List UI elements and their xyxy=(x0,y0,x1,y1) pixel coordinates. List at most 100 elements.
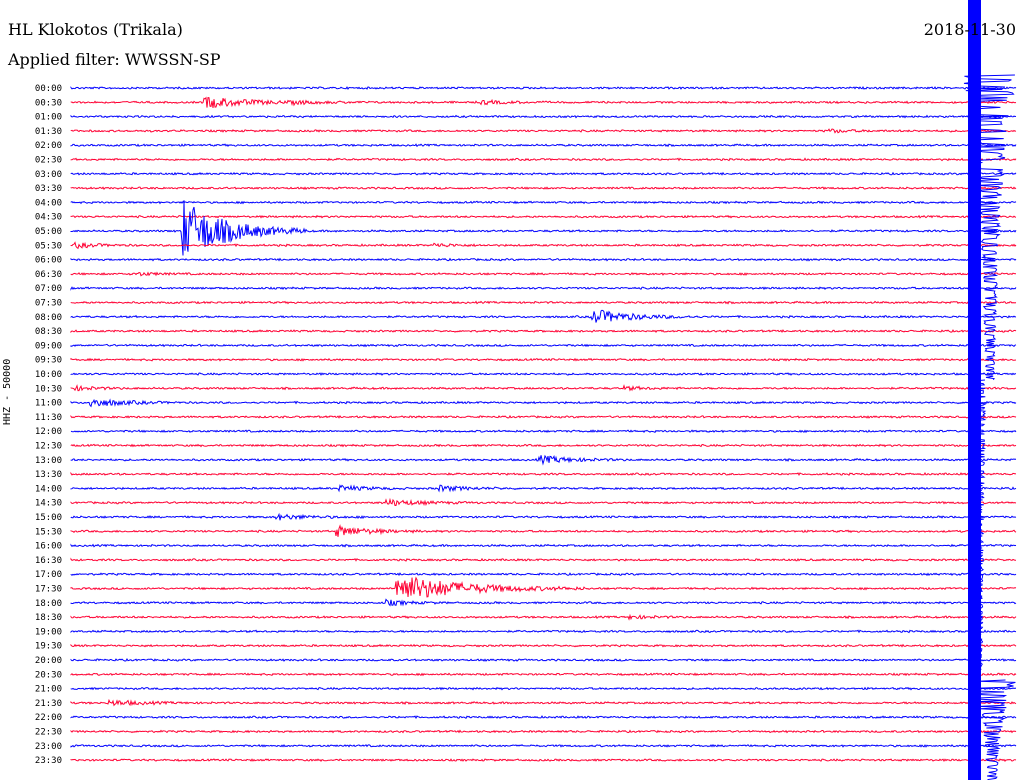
trace-row-0800 xyxy=(70,309,1017,323)
row-label-0800: 08:00 xyxy=(35,313,62,323)
row-label-1730: 17:30 xyxy=(35,585,62,595)
trace-group xyxy=(70,85,1017,763)
trace-row-0630 xyxy=(70,271,1016,277)
row-label-0900: 09:00 xyxy=(35,341,62,351)
row-label-0330: 03:30 xyxy=(35,184,62,194)
trace-row-1200 xyxy=(70,429,1017,434)
trace-row-0200 xyxy=(70,143,1017,148)
trace-row-0930 xyxy=(70,357,1017,362)
trace-row-1130 xyxy=(70,414,1017,419)
trace-row-2130 xyxy=(70,698,1017,707)
row-label-1630: 16:30 xyxy=(35,556,62,566)
trace-row-1100 xyxy=(70,398,1017,408)
trace-row-1630 xyxy=(70,557,1017,562)
row-label-0500: 05:00 xyxy=(35,227,62,237)
row-label-0000: 00:00 xyxy=(35,84,62,94)
row-label-0100: 01:00 xyxy=(35,113,62,123)
trace-row-0400 xyxy=(70,200,1017,205)
trace-row-2200 xyxy=(70,715,1017,720)
row-label-1600: 16:00 xyxy=(35,542,62,552)
trace-row-2230 xyxy=(70,729,1017,734)
trace-row-1230 xyxy=(70,443,1017,448)
row-label-2000: 20:00 xyxy=(35,656,62,666)
row-label-1930: 19:30 xyxy=(35,642,62,652)
row-label-0130: 01:30 xyxy=(35,127,62,137)
trace-row-0900 xyxy=(70,343,1017,348)
trace-row-2100 xyxy=(70,686,1017,691)
row-label-0830: 08:30 xyxy=(35,327,62,337)
row-label-1030: 10:30 xyxy=(35,384,62,394)
date-label: 2018-11-30 xyxy=(923,20,1016,39)
event-coda-upper xyxy=(963,74,1015,381)
row-label-0430: 04:30 xyxy=(35,213,62,223)
trace-row-0100 xyxy=(70,114,1017,119)
trace-row-1500 xyxy=(70,512,1017,521)
station-title: HL Klokotos (Trikala) xyxy=(8,20,183,39)
row-label-0030: 00:30 xyxy=(35,98,62,108)
row-label-1300: 13:00 xyxy=(35,456,62,466)
trace-row-0700 xyxy=(70,286,1017,291)
row-label-1800: 18:00 xyxy=(35,599,62,609)
row-label-0630: 06:30 xyxy=(35,270,62,280)
large-event-trace xyxy=(963,0,1016,780)
row-label-0530: 05:30 xyxy=(35,241,62,251)
trace-row-1700 xyxy=(70,572,1017,577)
row-label-1130: 11:30 xyxy=(35,413,62,423)
time-labels: 00:00 00:30 01:00 01:30 02:00 02:30 03:00 03:30… xyxy=(35,84,62,766)
trace-row-0600 xyxy=(70,257,1017,262)
row-label-0400: 04:00 xyxy=(35,198,62,208)
row-label-0230: 02:30 xyxy=(35,156,62,166)
row-label-0700: 07:00 xyxy=(35,284,62,294)
trace-row-0130 xyxy=(70,128,1017,134)
row-label-0300: 03:00 xyxy=(35,170,62,180)
row-label-0200: 02:00 xyxy=(35,141,62,151)
trace-row-1400 xyxy=(70,484,1017,493)
row-label-1530: 15:30 xyxy=(35,527,62,537)
trace-row-1830 xyxy=(70,613,1017,621)
row-label-1830: 18:30 xyxy=(35,613,62,623)
row-label-1900: 19:00 xyxy=(35,627,62,637)
trace-row-0000 xyxy=(70,85,1017,90)
trace-row-2300 xyxy=(70,743,1017,748)
event-coda-lower xyxy=(971,679,1016,780)
row-label-0600: 06:00 xyxy=(35,256,62,266)
row-label-1200: 12:00 xyxy=(35,427,62,437)
trace-row-1300 xyxy=(70,454,1017,466)
trace-row-1000 xyxy=(70,372,1016,376)
trace-row-0330 xyxy=(70,186,1017,190)
row-label-1000: 10:00 xyxy=(35,370,62,380)
trace-row-0500 xyxy=(70,200,1017,256)
trace-row-0530 xyxy=(70,241,1017,250)
trace-row-1330 xyxy=(70,471,1017,476)
row-label-1430: 14:30 xyxy=(35,499,62,509)
trace-row-1730 xyxy=(70,576,1017,598)
row-label-0930: 09:30 xyxy=(35,356,62,366)
row-label-2330: 23:30 xyxy=(35,756,62,766)
row-label-0730: 07:30 xyxy=(35,299,62,309)
filter-label: Applied filter: WWSSN-SP xyxy=(8,50,221,69)
row-label-2030: 20:30 xyxy=(35,670,62,680)
event-coda-middle xyxy=(969,379,988,680)
trace-row-0230 xyxy=(70,157,1017,162)
row-label-2130: 21:30 xyxy=(35,699,62,709)
row-label-2230: 22:30 xyxy=(35,728,62,738)
channel-label: HHZ - 50000 xyxy=(2,358,13,425)
trace-row-1530 xyxy=(70,524,1017,537)
trace-row-0300 xyxy=(70,171,1017,176)
row-label-1330: 13:30 xyxy=(35,470,62,480)
trace-row-1800 xyxy=(70,598,1017,607)
row-label-1500: 15:00 xyxy=(35,513,62,523)
trace-row-0030 xyxy=(70,96,1017,108)
trace-row-0430 xyxy=(70,214,1017,219)
row-label-1230: 12:30 xyxy=(35,442,62,452)
trace-row-2030 xyxy=(70,672,1017,677)
row-label-1700: 17:00 xyxy=(35,570,62,580)
trace-row-2000 xyxy=(70,657,1017,662)
trace-row-1900 xyxy=(70,629,1017,634)
row-label-2100: 21:00 xyxy=(35,685,62,695)
trace-row-1030 xyxy=(70,384,1017,392)
row-label-1100: 11:00 xyxy=(35,399,62,409)
row-label-2200: 22:00 xyxy=(35,713,62,723)
trace-row-1600 xyxy=(70,543,1017,548)
trace-row-1430 xyxy=(70,497,1017,507)
